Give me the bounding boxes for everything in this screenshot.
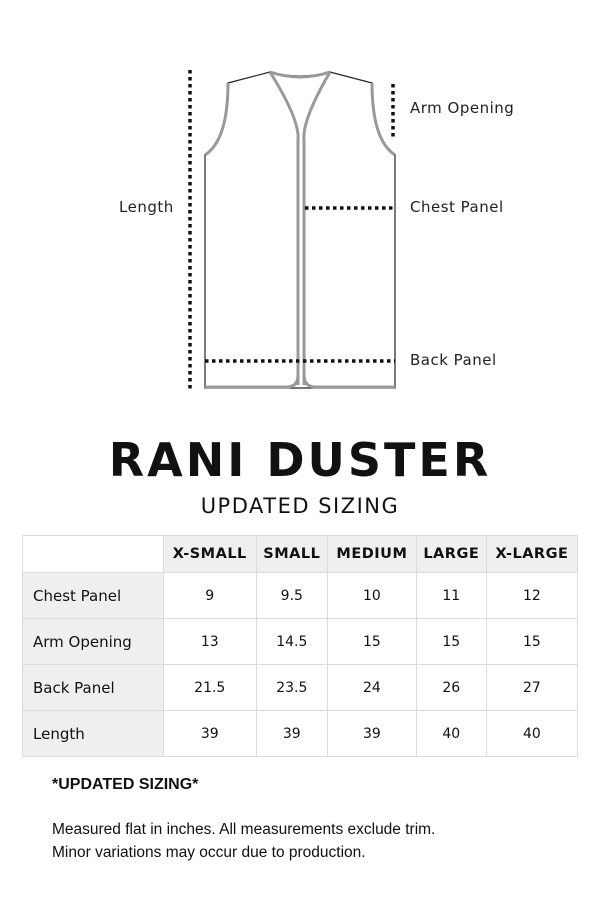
- row-header: Back Panel: [22, 664, 164, 711]
- column-header: MEDIUM: [327, 535, 417, 573]
- table-cell: 11: [415, 572, 487, 619]
- table-row: Arm Opening 13 14.5 15 15 15: [22, 618, 579, 665]
- table-cell: 21.5: [163, 664, 257, 711]
- table-cell: 26: [415, 664, 487, 711]
- column-header: X-LARGE: [485, 535, 579, 573]
- table-cell: 39: [163, 710, 257, 757]
- table-cell: 15: [327, 618, 417, 665]
- table-cell: 14.5: [255, 618, 329, 665]
- table-cell: 40: [485, 710, 579, 757]
- vest-diagram: [188, 70, 396, 392]
- table-cell: 10: [327, 572, 417, 619]
- label-chest-panel: Chest Panel: [410, 198, 504, 216]
- size-table: X-SMALL SMALL MEDIUM LARGE X-LARGE Chest…: [22, 535, 579, 757]
- notes-line: Measured flat in inches. All measurement…: [52, 821, 436, 838]
- row-header: Arm Opening: [22, 618, 164, 665]
- measure-lines: [188, 70, 395, 392]
- table-cell: 40: [415, 710, 487, 757]
- table-cell: 23.5: [255, 664, 329, 711]
- label-back-panel: Back Panel: [410, 351, 497, 369]
- table-cell: 27: [485, 664, 579, 711]
- table-cell: 39: [255, 710, 329, 757]
- column-header: SMALL: [255, 535, 329, 573]
- notes-title: *UPDATED SIZING*: [52, 776, 199, 793]
- page-title: RANI DUSTER: [108, 433, 492, 487]
- row-header: Length: [22, 710, 164, 757]
- table-cell: 13: [163, 618, 257, 665]
- table-cell: 9.5: [255, 572, 329, 619]
- column-header: LARGE: [415, 535, 487, 573]
- label-arm-opening: Arm Opening: [410, 99, 515, 117]
- corner-cell: [22, 535, 164, 573]
- vest-outline: [204, 71, 396, 389]
- table-row: Length 39 39 39 40 40: [22, 710, 579, 757]
- label-length: Length: [119, 198, 174, 216]
- row-header: Chest Panel: [22, 572, 164, 619]
- notes-line: Minor variations may occur due to produc…: [52, 844, 366, 861]
- page-subtitle: UPDATED SIZING: [200, 494, 400, 518]
- table-cell: 9: [163, 572, 257, 619]
- table-cell: 15: [485, 618, 579, 665]
- table-cell: 24: [327, 664, 417, 711]
- table-row: Back Panel 21.5 23.5 24 26 27: [22, 664, 579, 711]
- column-header: X-SMALL: [163, 535, 257, 573]
- table-row: Chest Panel 9 9.5 10 11 12: [22, 572, 579, 619]
- vest-trim: [204, 70, 396, 389]
- table-header-row: X-SMALL SMALL MEDIUM LARGE X-LARGE: [22, 535, 579, 573]
- table-cell: 39: [327, 710, 417, 757]
- table-cell: 15: [415, 618, 487, 665]
- table-cell: 12: [485, 572, 579, 619]
